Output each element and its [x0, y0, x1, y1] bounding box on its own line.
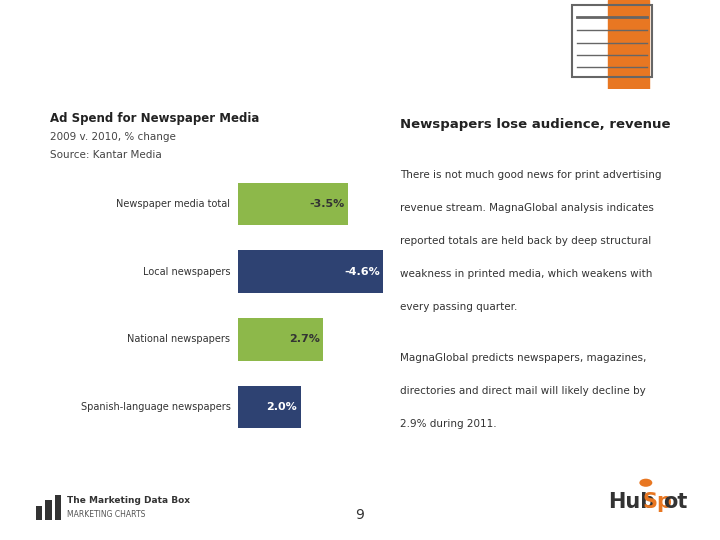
Text: Hub: Hub — [608, 492, 656, 512]
Bar — [629, 0, 649, 89]
Bar — [572, 5, 652, 77]
Text: 9: 9 — [356, 509, 364, 522]
Text: Newspapers: Negative and Slow: Newspapers: Negative and Slow — [29, 35, 582, 64]
Text: Local newspapers: Local newspapers — [143, 267, 230, 276]
Text: reported totals are held back by deep structural: reported totals are held back by deep st… — [400, 236, 651, 246]
Text: -3.5%: -3.5% — [310, 199, 345, 209]
Text: Newspaper media total: Newspaper media total — [117, 199, 230, 209]
Text: -4.6%: -4.6% — [344, 267, 379, 276]
Bar — [238, 183, 348, 226]
Text: 2.0%: 2.0% — [266, 402, 297, 412]
Text: Sp: Sp — [643, 492, 673, 512]
Text: 2.7%: 2.7% — [289, 334, 320, 345]
Bar — [36, 506, 42, 519]
Text: Newspapers lose audience, revenue: Newspapers lose audience, revenue — [400, 118, 670, 131]
Bar — [608, 0, 629, 89]
Text: Spanish-language newspapers: Spanish-language newspapers — [81, 402, 230, 412]
Text: National newspapers: National newspapers — [127, 334, 230, 345]
Text: ot: ot — [663, 492, 688, 512]
Text: MARKETING CHARTS: MARKETING CHARTS — [67, 510, 145, 519]
Text: directories and direct mail will likely decline by: directories and direct mail will likely … — [400, 386, 645, 396]
Text: There is not much good news for print advertising: There is not much good news for print ad… — [400, 170, 661, 180]
Text: revenue stream. MagnaGlobal analysis indicates: revenue stream. MagnaGlobal analysis ind… — [400, 203, 654, 213]
Text: every passing quarter.: every passing quarter. — [400, 302, 517, 312]
Text: MagnaGlobal predicts newspapers, magazines,: MagnaGlobal predicts newspapers, magazin… — [400, 353, 646, 363]
Text: weakness in printed media, which weakens with: weakness in printed media, which weakens… — [400, 269, 652, 279]
Bar — [45, 500, 52, 519]
Text: The Marketing Data Box: The Marketing Data Box — [67, 496, 190, 505]
Bar — [55, 495, 61, 519]
Bar — [238, 318, 323, 361]
Bar — [238, 251, 383, 293]
Circle shape — [639, 478, 652, 487]
Text: Source: Kantar Media: Source: Kantar Media — [50, 150, 162, 160]
Text: Ad Spend for Newspaper Media: Ad Spend for Newspaper Media — [50, 112, 260, 125]
Text: 2.9% during 2011.: 2.9% during 2011. — [400, 418, 496, 429]
Text: 2009 v. 2010, % change: 2009 v. 2010, % change — [50, 132, 176, 142]
Bar — [238, 386, 301, 428]
